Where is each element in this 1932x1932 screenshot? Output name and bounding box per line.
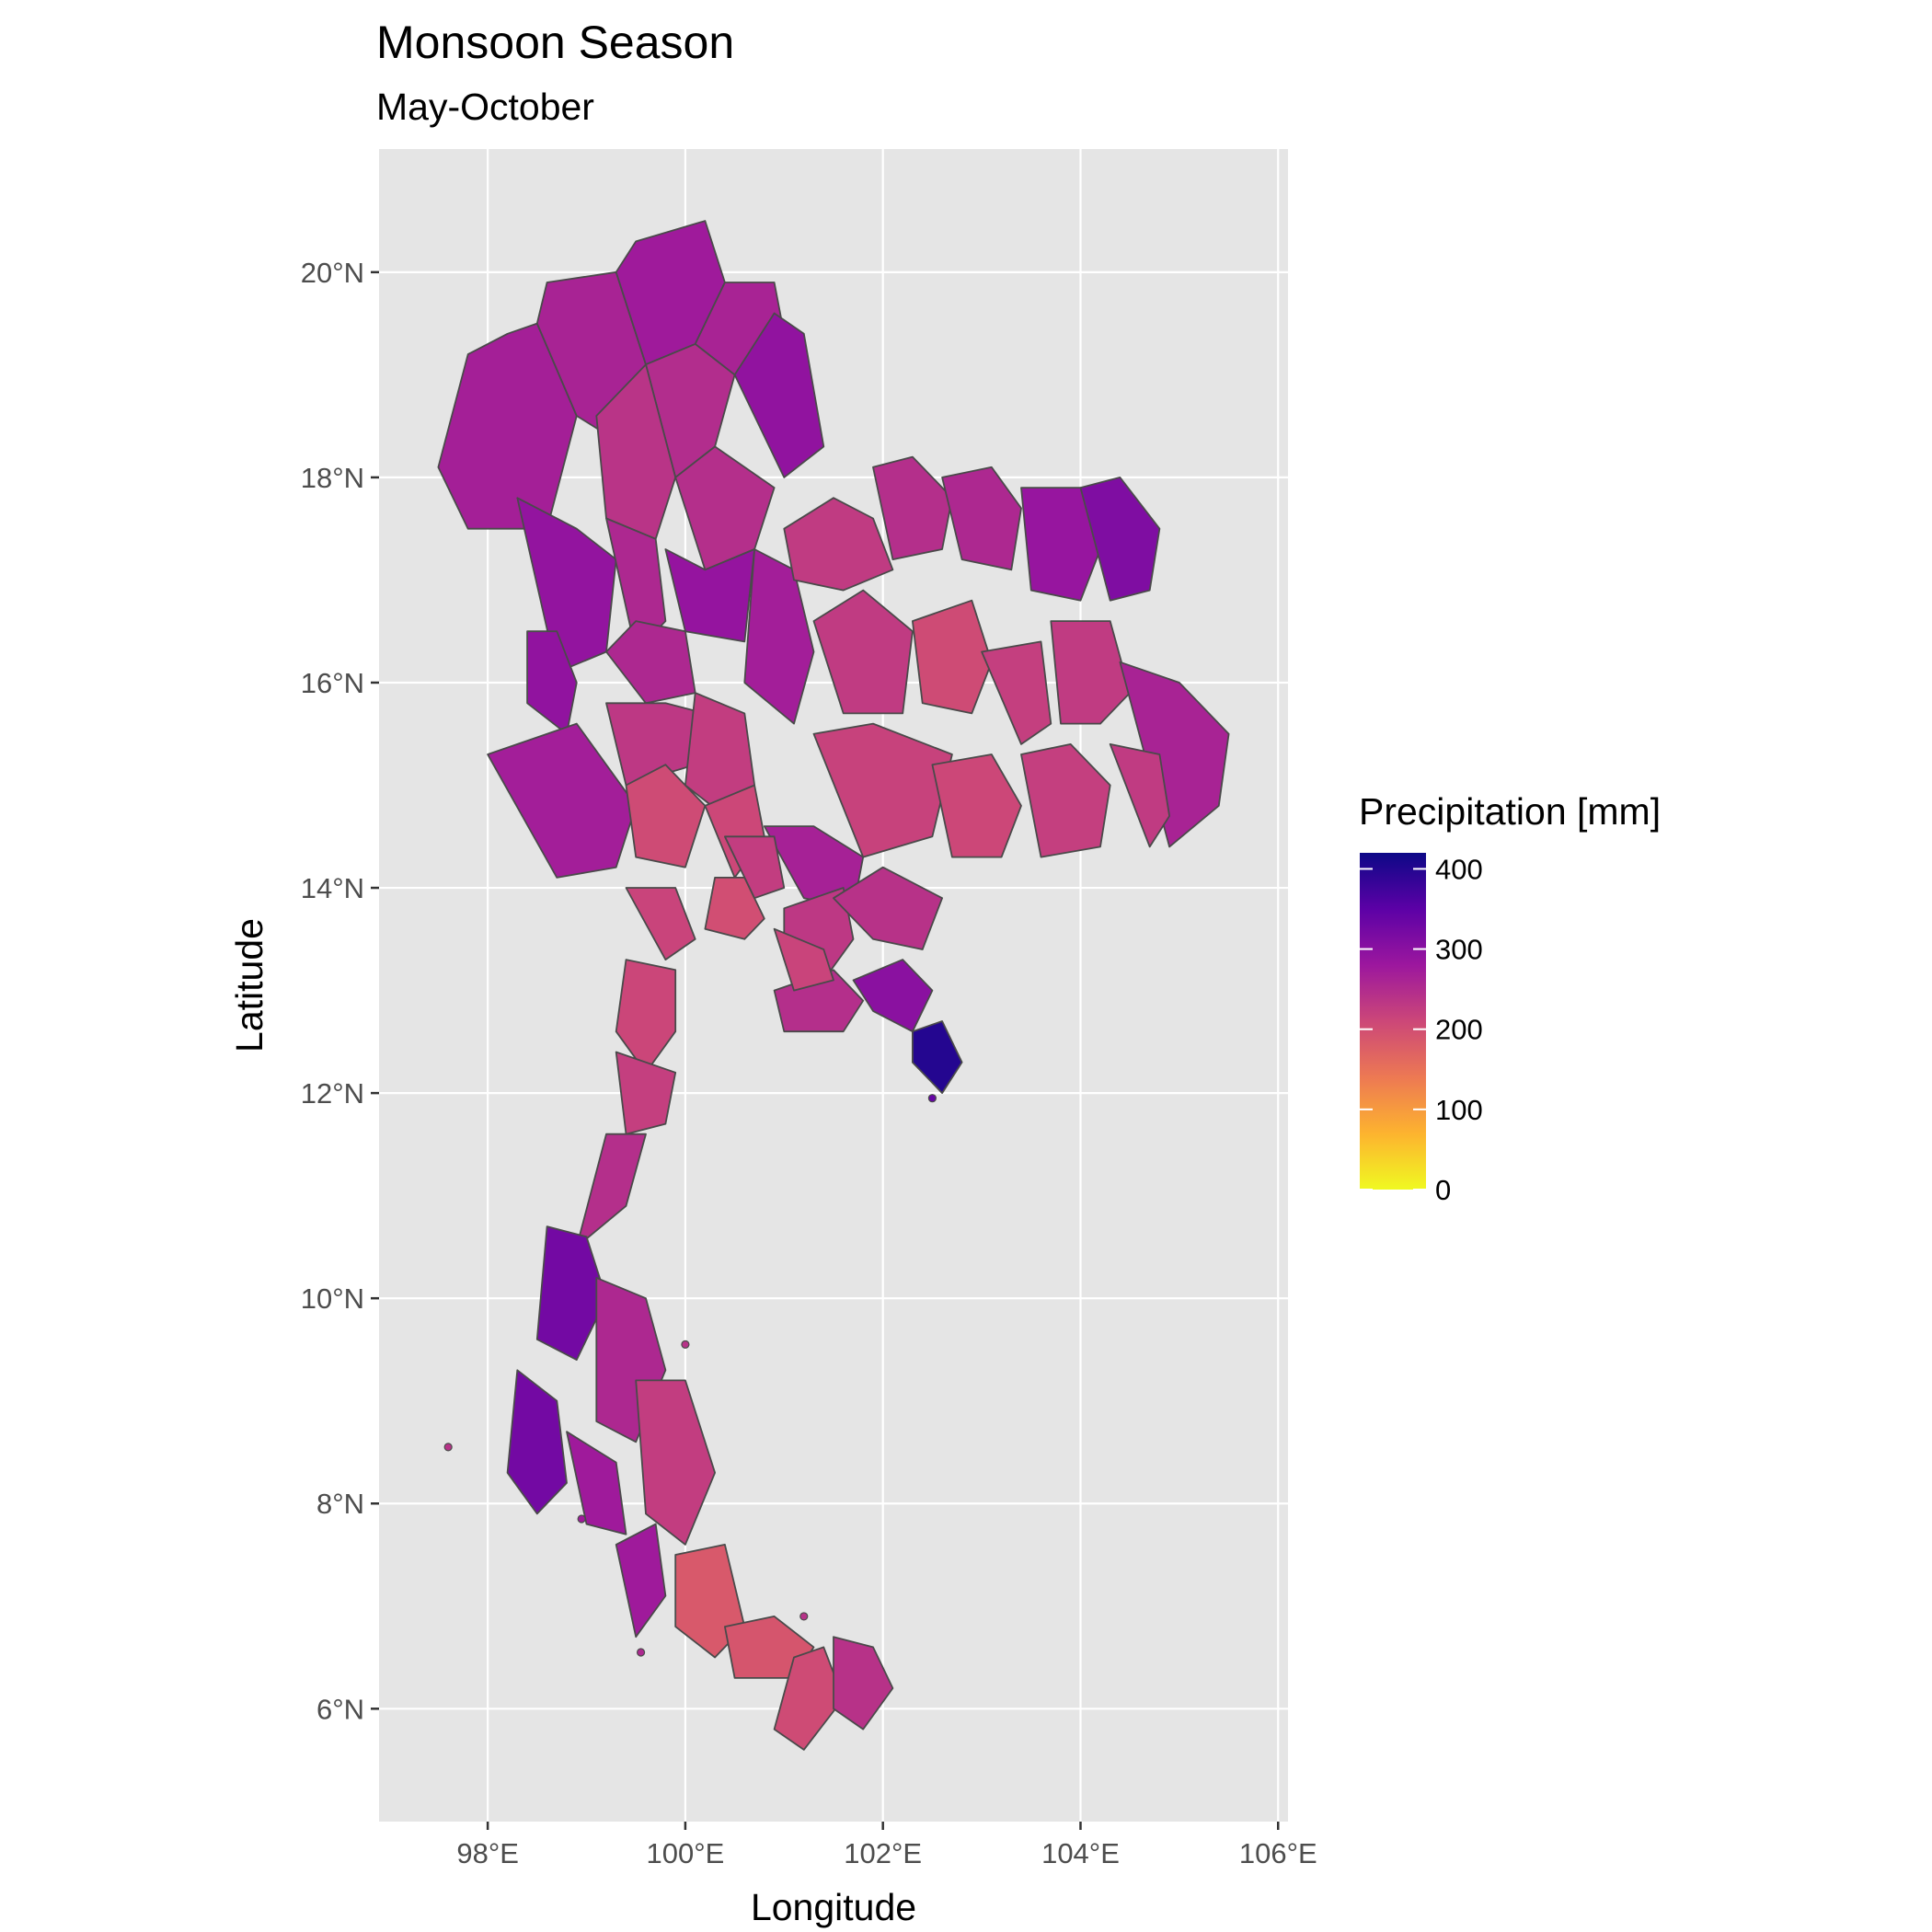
province-region (783, 497, 894, 592)
province-region (595, 363, 677, 540)
province-region (605, 620, 696, 705)
province-region (704, 877, 765, 940)
province-region (635, 1379, 716, 1546)
y-axis-ticks: 6°N 8°N 10°N 12°N 14°N 16°N 18°N 20°N (301, 257, 379, 1725)
province-region (437, 322, 578, 530)
province-region (724, 835, 786, 900)
y-axis-title: Latitude (228, 918, 270, 1052)
legend-break-label: 100 (1435, 1094, 1483, 1126)
province-region (605, 517, 667, 653)
y-tick-label: 18°N (301, 462, 364, 494)
province-region (1050, 620, 1132, 725)
legend-break-label: 0 (1435, 1174, 1451, 1206)
legend-ticks: 0 100 200 300 400 (1360, 853, 1483, 1206)
province-region (833, 1636, 894, 1731)
island-speck (927, 1094, 937, 1103)
province-region (1109, 743, 1170, 848)
province-region (575, 1133, 647, 1248)
province-region (981, 640, 1052, 745)
x-axis-title: Longitude (751, 1886, 916, 1928)
province-region (812, 589, 914, 715)
island-speck (681, 1340, 690, 1349)
legend-break-label: 200 (1435, 1014, 1483, 1046)
x-tick-label: 104°E (1041, 1837, 1120, 1869)
x-tick-label: 98°E (456, 1837, 519, 1869)
y-tick-label: 8°N (316, 1488, 364, 1520)
province-region (625, 887, 696, 960)
x-tick-label: 100°E (647, 1837, 725, 1869)
province-region (941, 466, 1022, 571)
province-region (615, 1523, 667, 1639)
province-region (872, 455, 953, 560)
province-region (743, 548, 815, 725)
island-speck (577, 1514, 586, 1524)
province-region (506, 1369, 568, 1515)
province-region (526, 630, 578, 735)
x-tick-label: 106°E (1239, 1837, 1317, 1869)
province-region (912, 1020, 963, 1094)
province-region (1079, 477, 1161, 602)
island-speck (443, 1443, 453, 1452)
province-region (535, 1225, 607, 1361)
province-region (773, 1646, 845, 1751)
legend-title: Precipitation [mm] (1359, 790, 1661, 833)
province-region (912, 599, 993, 715)
province-region (566, 1431, 627, 1535)
province-region (674, 445, 776, 571)
x-tick-label: 102°E (844, 1837, 922, 1869)
province-region (733, 312, 825, 478)
province-region (931, 753, 1022, 858)
province-region (773, 927, 834, 992)
province-region (615, 1051, 677, 1135)
y-tick-label: 12°N (301, 1077, 364, 1110)
plot-title: Monsoon Season (376, 17, 735, 68)
province-region (833, 866, 943, 950)
x-axis-ticks: 98°E 100°E 102°E 104°E 106°E (456, 1822, 1317, 1869)
color-legend: Precipitation [mm] 0 100 200 300 400 (1359, 790, 1661, 1206)
y-tick-label: 16°N (301, 667, 364, 699)
province-region (487, 722, 638, 879)
legend-break-label: 400 (1435, 853, 1483, 885)
island-speck (799, 1612, 809, 1621)
y-tick-label: 6°N (316, 1693, 364, 1725)
legend-break-label: 300 (1435, 934, 1483, 966)
province-regions (437, 220, 1230, 1751)
province-region (1020, 743, 1111, 858)
y-tick-label: 20°N (301, 257, 364, 289)
y-tick-label: 10°N (301, 1282, 364, 1315)
province-region (664, 548, 755, 643)
province-region (625, 764, 707, 868)
plot-subtitle: May-October (376, 86, 594, 128)
y-tick-label: 14°N (301, 872, 364, 904)
legend-colorbar (1360, 853, 1426, 1190)
island-speck (636, 1648, 646, 1657)
province-region (615, 959, 677, 1074)
province-region (852, 959, 934, 1033)
province-region (1020, 487, 1101, 602)
